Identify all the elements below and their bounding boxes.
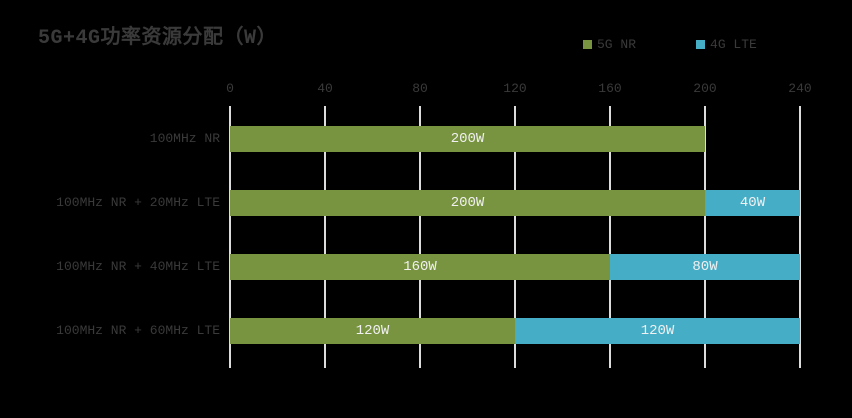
legend-item-5g-nr: 5G NR [583, 37, 636, 52]
category-label: 100MHz NR + 20MHz LTE [56, 195, 220, 210]
legend-item-4g-lte: 4G LTE [696, 37, 757, 52]
bar-segment-4g-lte: 80W [610, 254, 800, 280]
category-label: 100MHz NR [149, 131, 220, 146]
gridline [514, 106, 516, 368]
bar-data-label: 80W [692, 259, 718, 275]
x-axis-tick-label: 40 [317, 81, 333, 96]
chart-title: 5G+4G功率资源分配（W） [38, 27, 278, 50]
x-axis-tick-label: 240 [788, 81, 812, 96]
bar-segment-5g-nr: 120W [230, 318, 515, 344]
bar-segment-5g-nr: 160W [230, 254, 610, 280]
bar-row: 200W [230, 126, 705, 152]
bar-data-label: 120W [640, 323, 675, 339]
legend-label: 5G NR [597, 37, 637, 52]
gridline [704, 106, 706, 368]
gridline [419, 106, 421, 368]
bar-data-label: 40W [739, 195, 766, 211]
bar-data-label: 200W [450, 131, 485, 147]
legend: 5G NR 4G LTE [583, 37, 757, 52]
x-axis-tick-label: 120 [503, 81, 527, 96]
x-axis-tick-label: 200 [693, 81, 717, 96]
legend-swatch-icon [583, 40, 592, 49]
category-label: 100MHz NR + 40MHz LTE [56, 259, 220, 274]
gridline [609, 106, 611, 368]
gridline [799, 106, 801, 368]
plot-area: 0 40 80 120 160 200 240 100MHz NR 200W 100MHz NR … [56, 81, 812, 368]
x-axis-tick-label: 0 [226, 81, 234, 96]
bar-segment-4g-lte: 120W [515, 318, 800, 344]
bar-row: 120W 120W [230, 318, 800, 344]
bar-row: 200W 40W [230, 190, 800, 216]
bar-segment-5g-nr: 200W [230, 190, 705, 216]
gridline [229, 106, 231, 368]
bar-data-label: 200W [450, 195, 485, 211]
bar-segment-5g-nr: 200W [230, 126, 705, 152]
bar-segment-4g-lte: 40W [705, 190, 800, 216]
category-label: 100MHz NR + 60MHz LTE [56, 323, 220, 338]
bar-data-label: 120W [355, 323, 390, 339]
bar-row: 160W 80W [230, 254, 800, 280]
legend-label: 4G LTE [710, 37, 757, 52]
gridline [324, 106, 326, 368]
x-axis-tick-label: 80 [412, 81, 428, 96]
x-axis-tick-label: 160 [598, 81, 622, 96]
bar-data-label: 160W [403, 259, 437, 275]
legend-swatch-icon [696, 40, 706, 49]
